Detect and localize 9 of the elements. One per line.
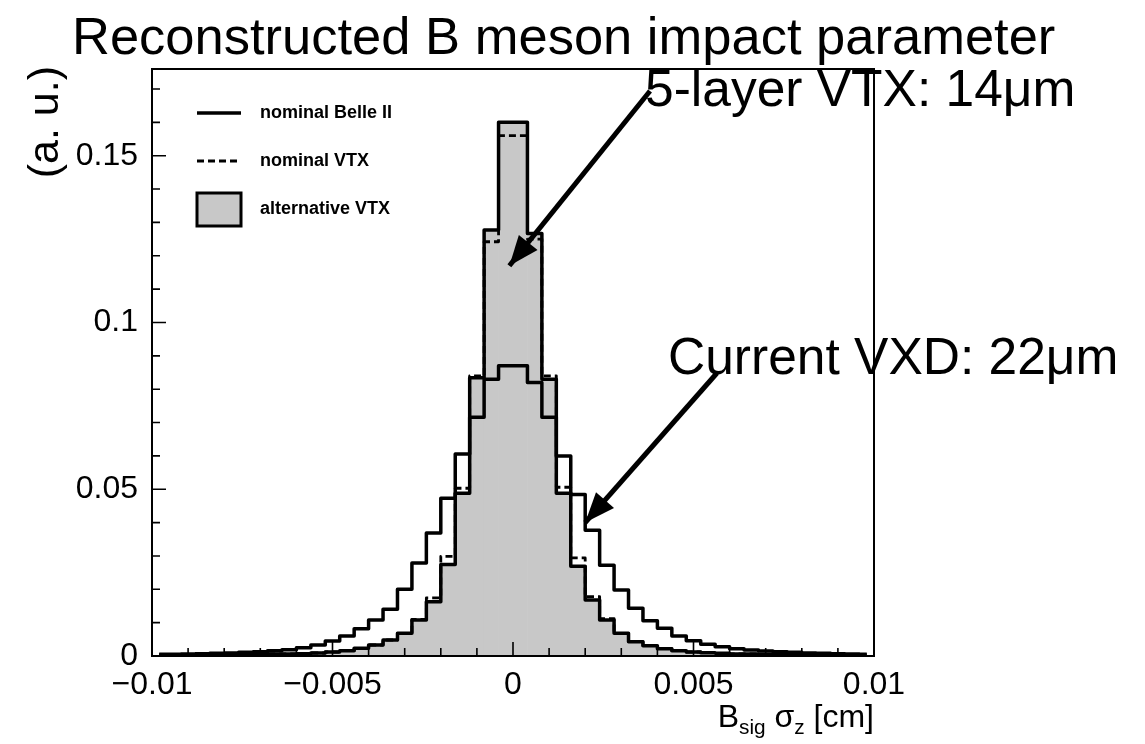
y-tick-label: 0.1 [93, 302, 138, 339]
x-tick-label: −0.005 [283, 665, 382, 702]
legend-label: nominal Belle II [260, 101, 393, 122]
legend-label: nominal VTX [260, 149, 370, 170]
y-axis-title: (a. u.) [19, 66, 67, 179]
x-tick-label: 0 [504, 665, 522, 702]
legend-label: alternative VTX [260, 197, 391, 218]
y-tick-label: 0.15 [75, 135, 138, 172]
y-tick-label: 0.05 [75, 469, 138, 506]
